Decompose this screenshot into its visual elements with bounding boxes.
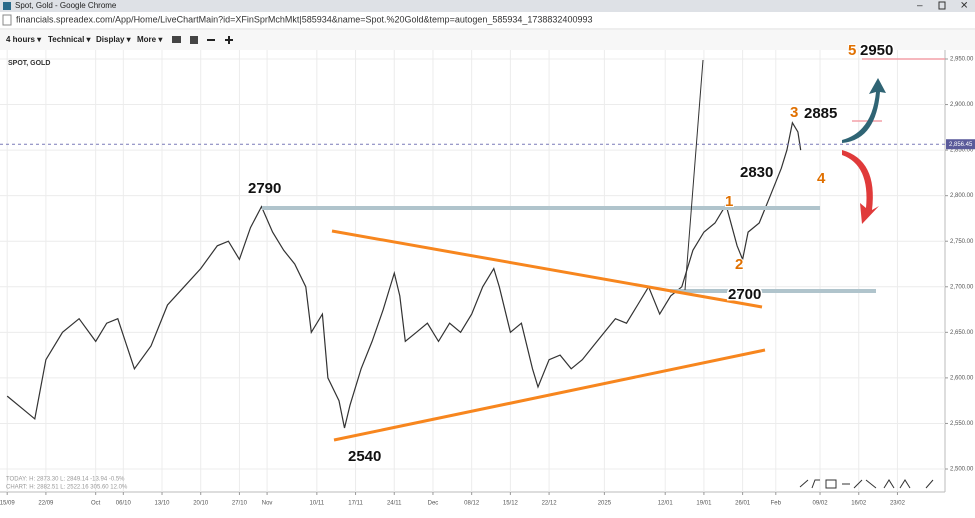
current-price-label: 2,856.45 bbox=[949, 142, 973, 148]
y-tick-label: 2,500.00 bbox=[950, 467, 974, 473]
y-tick-label: 2,800.00 bbox=[950, 193, 974, 199]
x-tick-label: 22/09 bbox=[38, 501, 54, 507]
x-tick-label: 26/01 bbox=[735, 501, 751, 507]
current-price-tag bbox=[946, 139, 975, 150]
x-tick-label: 12/01 bbox=[658, 501, 674, 507]
y-tick-label: 2,650.00 bbox=[950, 330, 974, 336]
y-axis-panel bbox=[945, 50, 975, 492]
x-tick-label: 27/10 bbox=[232, 501, 248, 507]
plot-area bbox=[0, 50, 945, 492]
y-tick-label: 2,600.00 bbox=[950, 375, 974, 381]
wave-number: 1 bbox=[725, 193, 733, 210]
x-tick-label: 16/02 bbox=[851, 501, 867, 507]
x-tick-label: 08/12 bbox=[464, 501, 480, 507]
x-tick-label: 2025 bbox=[598, 501, 612, 507]
chart: 2,500.00 2,550.00 2,600.00 2,650.00 2,700.00… bbox=[0, 50, 975, 507]
x-tick-label: 15/09 bbox=[0, 501, 15, 507]
window-title: Spot, Gold - Google Chrome bbox=[15, 1, 117, 10]
wave-number: 5 bbox=[848, 42, 856, 59]
x-tick-label: 20/10 bbox=[193, 501, 209, 507]
toolbar bbox=[0, 30, 975, 50]
open-button[interactable] bbox=[172, 36, 181, 43]
menu-more[interactable]: More ▾ bbox=[137, 35, 163, 44]
menu-technical[interactable]: Technical ▾ bbox=[48, 35, 92, 44]
trend-line bbox=[331, 229, 763, 309]
tool-icons[interactable] bbox=[799, 479, 934, 489]
annotation: 2885 bbox=[804, 105, 837, 122]
menu-display[interactable]: Display ▾ bbox=[96, 35, 132, 44]
y-tick-label: 2,750.00 bbox=[950, 239, 974, 245]
y-tick-label: 2,550.00 bbox=[950, 421, 974, 427]
trend-line bbox=[333, 348, 766, 442]
x-tick-label: 19/01 bbox=[696, 501, 712, 507]
x-tick-label: 23/02 bbox=[890, 501, 906, 507]
y-tick-label: 2,950.00 bbox=[950, 57, 974, 63]
x-tick-label: Oct bbox=[91, 501, 101, 507]
instrument-label: SPOT, GOLD bbox=[8, 60, 50, 67]
address-bar bbox=[0, 12, 975, 29]
close[interactable]: ✕ bbox=[960, 1, 968, 12]
wave-number: 3 bbox=[790, 104, 798, 121]
x-tick-label: 06/10 bbox=[116, 501, 132, 507]
y-tick-label: 2,700.00 bbox=[950, 284, 974, 290]
x-tick-label: 15/12 bbox=[503, 501, 519, 507]
menu-interval[interactable]: 4 hours ▾ bbox=[6, 35, 42, 44]
annotation: 2700 bbox=[728, 286, 761, 303]
zoom-out[interactable] bbox=[207, 39, 215, 41]
annotation: 2540 bbox=[348, 448, 381, 465]
favicon bbox=[3, 2, 11, 10]
maximize[interactable] bbox=[938, 1, 946, 10]
save-button[interactable] bbox=[190, 36, 198, 44]
title-bar bbox=[0, 0, 975, 12]
drawn-line bbox=[684, 59, 704, 291]
y-tick-label: 2,850.00 bbox=[950, 148, 974, 154]
x-tick-label: 17/11 bbox=[348, 501, 363, 507]
price-line bbox=[6, 121, 802, 429]
lock-icon bbox=[2, 14, 12, 26]
down-arrow bbox=[842, 150, 879, 224]
wave-number: 2 bbox=[735, 256, 743, 273]
today-stats: TODAY: H: 2873.30 L: 2849.14 -13.94 -0.5… bbox=[6, 477, 125, 483]
zoom-in-bar bbox=[228, 36, 230, 44]
x-tick-label: 09/02 bbox=[813, 501, 829, 507]
annotation: 2950 bbox=[860, 42, 893, 59]
x-tick-label: Dec bbox=[428, 501, 439, 507]
annotation: 2790 bbox=[248, 180, 281, 197]
x-tick-label: 22/12 bbox=[542, 501, 558, 507]
chart-stats: CHART: H: 2882.51 L: 2522.16 305.60 12.0… bbox=[6, 485, 128, 491]
x-tick-label: 10/11 bbox=[310, 501, 325, 507]
up-arrow bbox=[842, 78, 886, 143]
y-tick-label: 2,900.00 bbox=[950, 102, 974, 108]
annotation: 2830 bbox=[740, 164, 773, 181]
drawing-tools bbox=[799, 479, 934, 489]
minimize[interactable]: – bbox=[917, 1, 923, 12]
x-tick-label: 24/11 bbox=[387, 501, 402, 507]
x-tick-label: 13/10 bbox=[155, 501, 171, 507]
wave-number: 4 bbox=[817, 170, 826, 187]
x-tick-label: Nov bbox=[262, 501, 273, 507]
url[interactable]: financials.spreadex.com/App/Home/LiveCha… bbox=[16, 14, 592, 24]
x-tick-label: Feb bbox=[771, 501, 782, 507]
